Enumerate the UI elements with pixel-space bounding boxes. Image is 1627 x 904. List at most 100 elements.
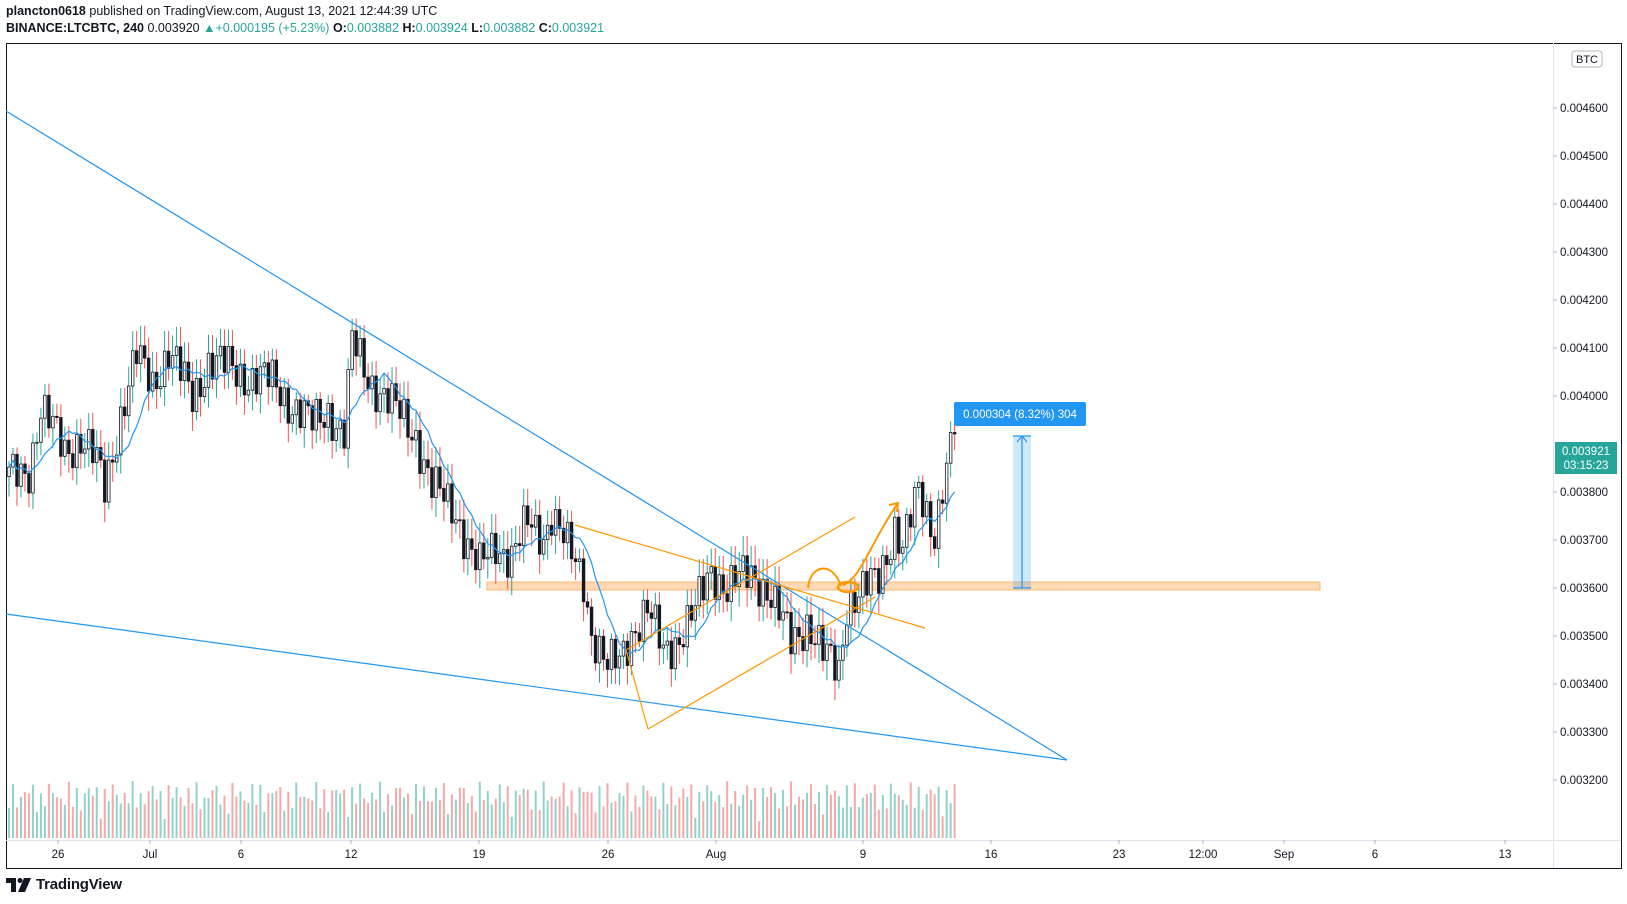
symbol-name[interactable]: BINANCE:LTCBTC, 240 [6, 21, 144, 35]
candle-body [889, 558, 893, 566]
volume-bar [494, 798, 497, 838]
downtrend-line-upper[interactable] [5, 110, 1068, 761]
candle-body [386, 388, 390, 414]
candle-body [693, 605, 697, 621]
channel-left-edge[interactable] [625, 649, 649, 730]
volume-bar [722, 807, 725, 838]
candle-body [470, 538, 474, 550]
volume-bar [207, 798, 210, 838]
candle-body [294, 399, 298, 416]
candle-body [298, 399, 302, 429]
volume-bar [837, 796, 840, 838]
volume-bar [355, 803, 358, 838]
price-tick-label: 0.004500 [1560, 151, 1608, 163]
candle-body [541, 539, 546, 555]
high-value: 0.003924 [415, 21, 468, 35]
candle-body [825, 643, 829, 661]
candle-body [242, 363, 247, 396]
volume-bar [410, 814, 413, 838]
volume-bar [387, 794, 390, 838]
volume-bar [195, 782, 198, 838]
downtrend-line-lower[interactable] [5, 613, 1068, 761]
candle-body [849, 591, 853, 626]
volume-bar [841, 807, 844, 838]
volume-bar [430, 801, 433, 838]
price-tick-label: 0.003500 [1560, 631, 1608, 643]
candle-body [134, 350, 139, 364]
candle-body [234, 365, 239, 387]
volume-bar [546, 800, 549, 838]
volume-bar [502, 802, 505, 838]
candle-body [27, 473, 31, 494]
price-tick-label: 0.004200 [1560, 295, 1608, 307]
wedge-top-line[interactable] [574, 524, 926, 629]
author-name[interactable]: plancton0618 [6, 4, 86, 18]
volume-bar [618, 793, 621, 838]
volume-bar [59, 798, 62, 838]
candle-body [146, 357, 151, 392]
time-axis[interactable]: 26 Jul 6 12 19 26 Aug 9 16 23 12:00 Sep 6 13 [52, 840, 1512, 861]
candle-body [801, 636, 805, 652]
candle-body [418, 430, 422, 474]
volume-bar [243, 800, 246, 838]
candle-body [833, 645, 837, 681]
candle-body [697, 576, 701, 607]
candle-body [633, 630, 638, 634]
candle-body [589, 606, 594, 636]
volume-bar [654, 796, 657, 838]
volume-bar [239, 791, 242, 838]
candle-body [382, 388, 386, 395]
volume-bar [295, 782, 298, 838]
support-zone[interactable] [486, 581, 1321, 591]
volume-bar [199, 809, 202, 838]
time-tick-label: 19 [473, 849, 486, 861]
volume-bar [235, 796, 238, 838]
candle-body [705, 572, 709, 601]
channel-lower-line[interactable] [647, 596, 876, 730]
candle-body [75, 433, 79, 469]
countdown-label: 03:15:23 [1564, 460, 1609, 472]
volume-bar [806, 792, 808, 838]
volume-bar [522, 788, 525, 838]
candle-body [565, 521, 570, 544]
volume-bar [650, 796, 653, 838]
candle-body [310, 405, 314, 431]
volume-bar [151, 786, 154, 838]
volume-bar [438, 799, 441, 838]
volume-bar [351, 787, 354, 838]
measure-label: 0.000304 (8.32%) 304 [963, 409, 1077, 421]
volume-bar [706, 785, 709, 838]
candle-body [661, 644, 666, 649]
measure-label-box[interactable] [954, 402, 1086, 426]
volume-bar [762, 788, 765, 838]
candle-body [817, 624, 821, 645]
candle-body [601, 635, 606, 660]
volume-bar [19, 796, 22, 838]
candle-body [79, 433, 83, 454]
candle-body [557, 509, 562, 529]
candle-body [19, 463, 23, 487]
price-axis[interactable]: 0.004600 0.004500 0.004400 0.004300 0.004200… [1553, 103, 1608, 787]
candle-body [35, 441, 39, 444]
time-tick-label: 12:00 [1189, 849, 1218, 861]
channel-upper-line[interactable] [625, 516, 856, 651]
candle-body [629, 630, 634, 666]
candle-body [761, 578, 765, 607]
published-text: published on TradingView.com, August 13,… [89, 4, 438, 18]
candle-body [39, 417, 43, 443]
volume-bar [211, 790, 214, 838]
retest-circle[interactable] [836, 580, 860, 594]
volume-bar [622, 795, 625, 838]
candle-body [123, 406, 127, 417]
volume-bar [670, 786, 673, 838]
volume-bar [454, 799, 457, 838]
volume-bar [155, 799, 158, 838]
brand-logo[interactable]: TradingView [6, 876, 122, 893]
candle-body [805, 614, 809, 652]
candle-body [127, 385, 131, 417]
candle-body [103, 459, 107, 503]
last-price-badge [1555, 442, 1617, 474]
currency-badge[interactable] [1571, 50, 1603, 68]
volume-bar [450, 794, 453, 838]
